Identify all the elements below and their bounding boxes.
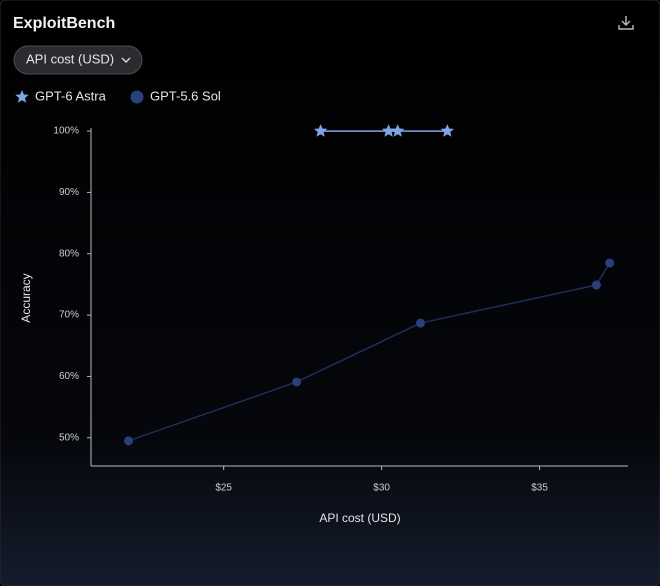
point [314,124,328,137]
y-tick-label: 50% [59,432,79,443]
y-axis-label: Accuracy [19,273,33,322]
y-tick-label: 60% [59,371,79,382]
x-axis-label: API cost (USD) [319,511,400,525]
point [381,124,396,137]
point [124,436,134,446]
legend-marker [15,90,29,103]
x-tick-label: $30 [373,483,390,494]
dropdown-label: API cost (USD) [26,51,114,66]
point [605,258,615,268]
x-tick-label: $35 [531,483,548,494]
x-tick-label: $25 [215,483,232,494]
y-tick-label: 80% [59,248,79,259]
legend-marker [130,90,144,104]
dropdown[interactable]: API cost (USD) [13,45,143,75]
download-button[interactable] [618,16,634,30]
y-tick-label: 90% [59,187,79,198]
y-tick-label: 100% [53,126,79,137]
legend-label: GPT-5.6 Sol [150,88,221,103]
point [292,377,302,387]
title: ExploitBench [13,15,115,32]
point [415,318,425,328]
point [391,124,405,137]
legend-label: GPT-6 Astra [35,88,107,103]
point [440,124,454,137]
y-tick-label: 70% [59,310,79,321]
point [591,280,601,290]
